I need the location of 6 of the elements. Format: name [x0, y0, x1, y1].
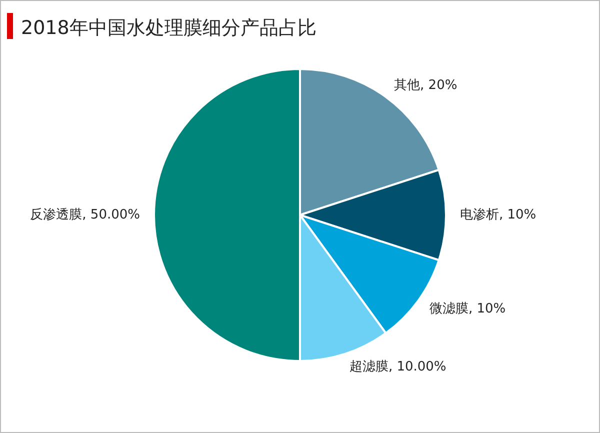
slice-label: 微滤膜, 10%: [429, 301, 506, 316]
slice-label: 其他, 20%: [394, 78, 458, 93]
chart-title: 2018年中国水处理膜细分产品占比: [21, 16, 316, 41]
slice-label: 超滤膜, 10.00%: [349, 360, 446, 375]
slice-label: 反渗透膜, 50.00%: [30, 207, 140, 222]
slice-label: 电渗析, 10%: [460, 207, 536, 222]
